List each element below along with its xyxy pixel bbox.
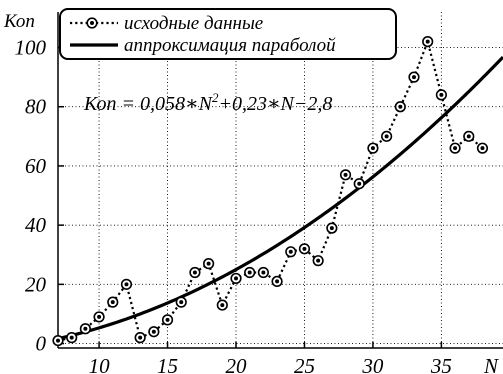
x-axis-label: N [483, 354, 499, 374]
data-point [339, 169, 352, 181]
data-point-dot [151, 329, 156, 334]
data-point [107, 296, 119, 308]
data-point-dot [83, 326, 88, 331]
data-point-dot [302, 246, 307, 251]
legend-data-marker-dot [90, 21, 94, 25]
y-tick-label: 40 [25, 213, 47, 237]
data-point-dot [425, 39, 430, 44]
data-point [298, 243, 311, 255]
formula-rest: +0,23∗N−2,8 [218, 93, 332, 115]
x-tick-label: 20 [226, 354, 248, 374]
data-point [175, 296, 187, 308]
data-point [79, 323, 91, 335]
data-point-dot [261, 270, 266, 275]
data-point [66, 332, 78, 344]
data-point-dot [466, 134, 471, 139]
data-point-dot [480, 146, 485, 151]
data-point [367, 142, 379, 154]
formula-exponent: 2 [212, 90, 219, 105]
data-point [381, 130, 393, 142]
data-point [285, 246, 297, 258]
legend-label-fit: аппроксимация параболой [124, 35, 336, 56]
data-point-dot [124, 282, 129, 287]
data-point [435, 89, 447, 101]
data-point-dot [343, 172, 348, 177]
data-point-dot [192, 270, 197, 275]
series-raw-data-points [52, 36, 489, 347]
x-tick-label: 35 [430, 354, 452, 374]
data-point [189, 266, 201, 279]
data-point-dot [165, 317, 170, 322]
y-tick-label: 100 [15, 36, 47, 60]
data-point [326, 222, 338, 234]
data-point-dot [370, 146, 375, 151]
y-axis-ticks: 0 20 40 60 80 100 [15, 36, 64, 356]
legend: исходные данные аппроксимация параболой [59, 8, 397, 60]
data-point-dot [110, 300, 115, 305]
data-point [148, 326, 160, 338]
data-point [161, 314, 174, 326]
data-point [93, 311, 105, 323]
data-point-dot [138, 335, 143, 340]
formula-annotation: Коп = 0,058∗N2+0,23∗N−2,8 [83, 90, 332, 115]
x-tick-label: 10 [89, 354, 111, 374]
data-point-dot [275, 279, 280, 284]
data-point-dot [439, 92, 444, 97]
data-point [120, 278, 133, 290]
data-point-dot [69, 335, 74, 340]
data-point [408, 71, 420, 83]
x-tick-label: 25 [294, 354, 315, 374]
data-point [476, 142, 489, 154]
data-point [449, 142, 461, 154]
data-point [394, 101, 406, 113]
data-point-dot [220, 303, 225, 308]
data-point-dot [384, 134, 389, 139]
y-tick-label: 20 [25, 272, 47, 296]
y-tick-label: 60 [25, 154, 47, 178]
data-point [312, 255, 324, 267]
data-point-dot [56, 338, 60, 343]
data-point [134, 332, 146, 344]
x-tick-label: 30 [361, 354, 384, 374]
data-point [271, 275, 283, 287]
legend-label-raw-data: исходные данные [124, 13, 263, 34]
data-point-dot [206, 261, 211, 266]
data-point [353, 178, 365, 190]
data-point [216, 299, 228, 311]
data-point [257, 266, 269, 279]
data-point-dot [288, 249, 293, 254]
x-axis-ticks: 10 15 20 25 30 35 [89, 342, 452, 374]
data-point-dot [234, 276, 238, 281]
data-point [203, 258, 215, 270]
data-point [422, 36, 434, 48]
series-raw-data-line [57, 37, 484, 342]
grid [58, 12, 503, 348]
data-point [463, 130, 475, 142]
data-point-dot [97, 314, 102, 319]
data-point [52, 334, 64, 347]
legend-box [59, 8, 397, 60]
data-point-dot [412, 75, 416, 80]
data-point-dot [247, 270, 252, 275]
data-point-dot [398, 104, 403, 109]
data-point-dot [179, 300, 184, 305]
data-point [244, 266, 256, 279]
data-point-dot [329, 226, 334, 231]
y-tick-label: 80 [25, 95, 47, 119]
data-point-dot [453, 146, 458, 151]
y-tick-label: 0 [36, 332, 47, 356]
data-point [230, 272, 242, 285]
data-point-dot [316, 258, 321, 263]
x-tick-label: 15 [157, 354, 178, 374]
formula-main: Коп = 0,058∗N [83, 93, 214, 115]
y-axis-label: Коп [3, 11, 35, 32]
series-parabola-fit [57, 55, 503, 341]
data-point-dot [357, 181, 362, 186]
